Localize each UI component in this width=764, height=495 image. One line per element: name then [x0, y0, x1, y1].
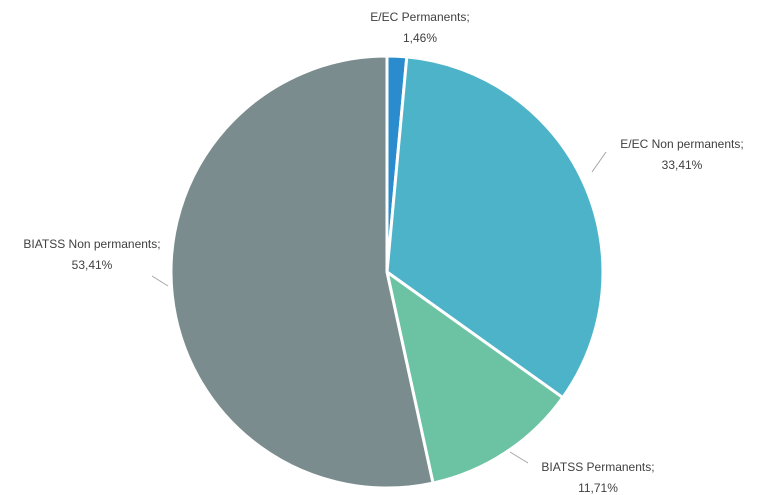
label-separator: ;	[740, 137, 743, 151]
label-category: E/EC Non permanents	[620, 137, 740, 151]
label-value: 53,41%	[72, 258, 113, 272]
label-category: BIATSS Permanents	[541, 460, 651, 474]
data-label: BIATSS Permanents; 11,71%	[541, 460, 654, 495]
data-label: BIATSS Non permanents; 53,41%	[23, 237, 160, 272]
label-category: BIATSS Non permanents	[23, 237, 157, 251]
pie-slice	[385, 55, 605, 400]
leader-line	[151, 275, 169, 287]
label-value: 33,41%	[662, 158, 703, 172]
data-label: E/EC Permanents; 1,46%	[370, 10, 469, 45]
leader-line	[509, 451, 529, 464]
label-separator: ;	[157, 237, 160, 251]
pie-slice	[384, 268, 565, 485]
data-label: E/EC Non permanents; 33,41%	[620, 137, 743, 172]
label-value: 11,71%	[578, 481, 618, 495]
leader-line	[591, 151, 607, 173]
label-value: 1,46%	[403, 31, 437, 45]
pie-slice	[169, 54, 435, 490]
label-separator: ;	[651, 460, 654, 474]
label-category: E/EC Permanents	[370, 10, 466, 24]
label-separator: ;	[466, 10, 469, 24]
